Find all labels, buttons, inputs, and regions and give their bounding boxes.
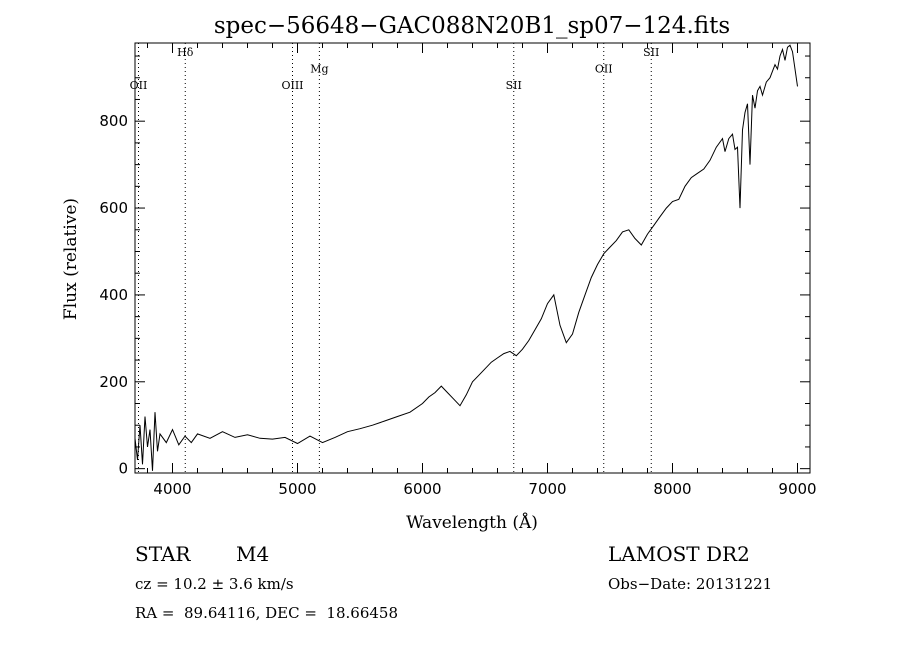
line-label-1: Hδ bbox=[177, 46, 194, 59]
survey-name: LAMOST DR2 bbox=[608, 542, 750, 566]
observation-date: Obs−Date: 20131221 bbox=[608, 575, 773, 593]
object-subclass: M4 bbox=[236, 542, 270, 566]
plot-frame bbox=[134, 42, 811, 474]
redshift-velocity: cz = 10.2 ± 3.6 km/s bbox=[135, 575, 294, 593]
x-axis-label: Wavelength (Å) bbox=[406, 512, 538, 533]
line-label-0: OII bbox=[130, 79, 148, 92]
y-tick-label-0: 0 bbox=[118, 460, 128, 478]
spectrum-line-0 bbox=[135, 44, 798, 471]
y-tick-label-2: 400 bbox=[99, 286, 128, 304]
x-tick-label-5: 9000 bbox=[778, 480, 816, 498]
line-label-2: OIII bbox=[281, 79, 303, 92]
sky-coordinates: RA = 89.64116, DEC = 18.66458 bbox=[135, 604, 399, 622]
x-tick-label-0: 4000 bbox=[153, 480, 191, 498]
line-label-6: SII bbox=[643, 46, 659, 59]
y-axis-label: Flux (relative) bbox=[61, 198, 81, 320]
y-tick-label-4: 800 bbox=[99, 112, 128, 130]
y-tick-label-3: 600 bbox=[99, 199, 128, 217]
x-tick-label-2: 6000 bbox=[403, 480, 441, 498]
x-tick-label-1: 5000 bbox=[278, 480, 316, 498]
y-tick-label-1: 200 bbox=[99, 373, 128, 391]
object-class: STAR bbox=[135, 542, 191, 566]
chart-title: spec−56648−GAC088N20B1_sp07−124.fits bbox=[214, 13, 730, 39]
line-label-3: Mg bbox=[310, 63, 328, 76]
line-label-5: OII bbox=[595, 63, 613, 76]
x-tick-label-3: 7000 bbox=[528, 480, 566, 498]
x-tick-label-4: 8000 bbox=[653, 480, 691, 498]
line-label-4: SII bbox=[506, 79, 522, 92]
